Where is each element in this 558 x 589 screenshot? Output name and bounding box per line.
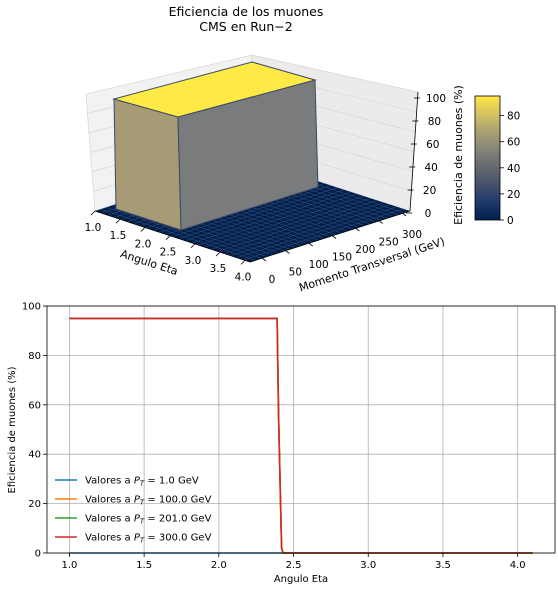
z-tick-label: 40 bbox=[425, 162, 438, 174]
legend-label: Valores a PT = 100.0 GeV bbox=[85, 495, 212, 507]
legend-label-prefix: Valores a bbox=[85, 533, 134, 544]
x-tick bbox=[240, 260, 246, 265]
y-tick bbox=[261, 257, 267, 262]
legend-label-prefix: Valores a bbox=[85, 514, 134, 525]
legend-label: Valores a PT = 1.0 GeV bbox=[85, 476, 199, 488]
z-tick-label: 60 bbox=[426, 139, 439, 151]
z-tick-label: 100 bbox=[426, 93, 446, 105]
y-tick-label: 60 bbox=[28, 400, 41, 411]
legend-label-suffix: = 100.0 GeV bbox=[144, 495, 211, 506]
x-tick-label: 3.0 bbox=[360, 560, 376, 571]
y-tick bbox=[285, 250, 290, 254]
legend-label-sub: T bbox=[140, 518, 145, 526]
surface-plateau-top bbox=[112, 61, 317, 118]
legend-label-sub: T bbox=[140, 480, 145, 488]
x-tick-label: 2.0 bbox=[135, 238, 152, 250]
legend-label-suffix: = 1.0 GeV bbox=[144, 476, 199, 487]
y-axis-label: Eficiencia de muones (%) bbox=[7, 366, 18, 493]
floor-mesh-line bbox=[106, 207, 262, 259]
y-tick bbox=[331, 235, 337, 239]
y-tick-label: 300 bbox=[402, 229, 422, 241]
colorbar-tick-label: 60 bbox=[507, 137, 520, 149]
x-tick-label: 4.0 bbox=[235, 271, 252, 283]
legend-label-prefix: Valores a bbox=[85, 476, 134, 487]
x-tick bbox=[215, 251, 221, 257]
y-tick-label: 100 bbox=[22, 302, 41, 313]
z-axis-ticks: 0 20 40 60 80 100 bbox=[406, 93, 446, 220]
colorbar-tick-label: 20 bbox=[507, 189, 520, 201]
legend-label-var: P bbox=[134, 514, 141, 525]
x-tick bbox=[115, 218, 121, 224]
y-tick-label: 0 bbox=[35, 549, 41, 560]
z-tick-label: 20 bbox=[423, 185, 436, 197]
legend-label-sub: T bbox=[140, 499, 145, 507]
y-tick-label: 50 bbox=[289, 267, 302, 279]
surface-plot-3d: Eficiencia de los muones CMS en Run−2 1.… bbox=[85, 4, 521, 294]
x-axis-line bbox=[94, 210, 251, 263]
legend-label: Valores a PT = 300.0 GeV bbox=[85, 533, 212, 545]
x-tick bbox=[140, 227, 146, 232]
x-tick-label: 2.0 bbox=[211, 560, 227, 571]
legend-label: Valores a PT = 201.0 GeV bbox=[85, 514, 212, 526]
y-tick-label: 0 bbox=[269, 274, 276, 286]
colorbar-tick-label: 40 bbox=[507, 163, 520, 175]
chart-title-line2: CMS en Run−2 bbox=[199, 19, 292, 34]
x-axis-ticks: 1.0 1.5 2.0 2.5 3.0 3.5 4.0 bbox=[61, 553, 526, 571]
legend-label-var: P bbox=[134, 495, 141, 506]
plot-frame bbox=[46, 305, 556, 554]
y-tick bbox=[355, 227, 360, 232]
legend-label-var: P bbox=[134, 533, 141, 544]
x-tick bbox=[190, 243, 196, 249]
floor-mesh-line bbox=[100, 208, 256, 261]
z-axis-label: Eficiencia de muones (%) bbox=[452, 85, 465, 225]
z-axis-line bbox=[409, 91, 419, 212]
y-tick-label: 40 bbox=[28, 450, 41, 461]
colorbar-tick-label: 0 bbox=[507, 215, 514, 227]
y-tick-label: 100 bbox=[309, 259, 329, 271]
y-tick bbox=[378, 220, 383, 224]
y-tick-label: 150 bbox=[332, 252, 352, 264]
legend-label-var: P bbox=[134, 476, 141, 487]
x-tick bbox=[165, 235, 171, 240]
x-tick-label: 1.0 bbox=[61, 560, 77, 571]
x-tick-label: 1.5 bbox=[110, 230, 127, 242]
y-tick-label: 20 bbox=[28, 499, 41, 510]
z-tick-label: 0 bbox=[425, 208, 432, 220]
x-tick-label: 4.0 bbox=[510, 560, 526, 571]
x-tick-label: 3.5 bbox=[435, 560, 451, 571]
y-tick-label: 250 bbox=[379, 237, 399, 249]
x-tick-label: 1.5 bbox=[136, 560, 152, 571]
x-tick-label: 3.0 bbox=[185, 255, 202, 267]
x-tick bbox=[90, 210, 96, 216]
x-axis-ticks: 1.0 1.5 2.0 2.5 3.0 3.5 4.0 bbox=[85, 210, 252, 283]
colorbar-tick-label: 80 bbox=[507, 111, 520, 123]
y-axis-line bbox=[249, 210, 411, 263]
plot-area bbox=[47, 306, 555, 553]
legend-label-sub: T bbox=[140, 537, 145, 545]
legend-label-suffix: = 300.0 GeV bbox=[144, 533, 211, 544]
y-tick-label: 80 bbox=[28, 351, 41, 362]
legend-label-prefix: Valores a bbox=[85, 495, 134, 506]
legend-label-suffix: = 201.0 GeV bbox=[144, 514, 211, 525]
chart-title-line1: Eficiencia de los muones bbox=[169, 4, 324, 19]
x-tick-label: 3.5 bbox=[210, 263, 227, 275]
line-plot: 1.0 1.5 2.0 2.5 3.0 3.5 4.0 0 20 40 60 80 100 Angul… bbox=[7, 302, 556, 585]
y-axis-ticks: 0 20 40 60 80 100 bbox=[22, 302, 47, 560]
x-tick-label: 1.0 bbox=[85, 222, 102, 234]
colorbar-ticks: 0 20 40 60 80 bbox=[500, 111, 520, 227]
y-tick-label: 200 bbox=[355, 244, 375, 256]
surface-wall-left bbox=[113, 98, 182, 231]
y-tick bbox=[401, 212, 407, 217]
colorbar bbox=[474, 95, 501, 221]
z-tick-label: 80 bbox=[428, 116, 441, 128]
x-axis-label: Angulo Eta bbox=[274, 574, 328, 585]
x-tick-label: 2.5 bbox=[286, 560, 302, 571]
x-tick-label: 2.5 bbox=[160, 247, 177, 259]
y-tick bbox=[308, 242, 313, 247]
